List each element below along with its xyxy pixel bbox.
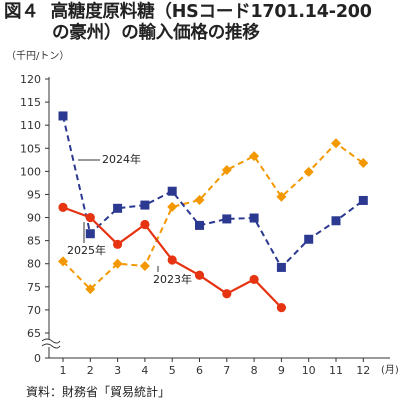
series-label-bg — [66, 243, 106, 257]
series-label-bg — [152, 272, 192, 286]
series-label-bg — [101, 152, 141, 166]
data-point-2023年 — [249, 151, 260, 162]
y-tick-label: 80 — [27, 258, 41, 271]
y-tick-label: 65 — [27, 327, 41, 340]
data-point-2024年 — [276, 262, 286, 272]
series-layer — [58, 111, 369, 313]
y-tick-label: 0 — [34, 352, 41, 365]
data-point-2025年 — [194, 270, 205, 280]
y-tick-label: 85 — [27, 235, 41, 248]
data-point-2023年 — [58, 256, 68, 267]
data-point-2025年 — [249, 274, 259, 285]
y-tick-label: 110 — [20, 119, 41, 132]
data-point-2023年 — [303, 166, 314, 177]
x-tick-label: 7 — [223, 364, 230, 377]
x-tick-label: 4 — [141, 364, 148, 377]
y-tick-label: 120 — [20, 73, 41, 86]
y-tick-label: 95 — [27, 188, 41, 201]
title-line1: 高糖度原料糖（HSコード1701.14-200 — [50, 2, 372, 22]
title-line2: の豪州）の輸入価格の推移 — [52, 23, 260, 43]
y-tick-label: 90 — [27, 212, 41, 225]
data-point-2025年 — [222, 289, 232, 299]
data-point-2025年 — [276, 303, 286, 313]
data-point-2024年 — [331, 216, 341, 226]
data-point-2024年 — [304, 234, 314, 244]
data-point-2024年 — [195, 220, 204, 230]
data-point-2023年 — [276, 191, 287, 202]
series-line-2024年 — [62, 115, 364, 269]
data-point-2023年 — [358, 158, 369, 169]
x-tick-label: 2 — [87, 364, 94, 377]
data-point-2024年 — [85, 229, 95, 239]
series-line-2023年 — [62, 142, 364, 291]
y-tick-label: 75 — [27, 281, 41, 294]
series-label-2024年: 2024年 — [102, 152, 141, 166]
data-point-2025年 — [58, 202, 68, 212]
chart-title: 図４ 高糖度原料糖（HSコード1701.14-200 — [4, 2, 372, 23]
data-point-2024年 — [222, 214, 232, 224]
data-point-2024年 — [167, 186, 177, 196]
data-point-2023年 — [85, 284, 96, 295]
y-tick-label: 115 — [20, 96, 41, 109]
x-tick-label: 9 — [278, 364, 285, 377]
x-tick-label: 3 — [114, 364, 121, 377]
x-tick-label: 12 — [356, 364, 370, 377]
series-labels: 2024年 2025年 2023年 — [66, 152, 192, 286]
data-point-2025年 — [167, 255, 177, 265]
data-point-2023年 — [112, 258, 123, 269]
axis-break-mark — [41, 343, 61, 349]
data-point-2024年 — [58, 111, 68, 121]
data-point-2024年 — [113, 203, 123, 213]
data-point-2023年 — [331, 138, 341, 149]
x-axis-unit: (月) — [381, 364, 399, 376]
x-tick-label: 8 — [251, 364, 258, 377]
y-axis-unit: （千円/トン） — [6, 50, 69, 62]
y-tick-label: 70 — [27, 304, 41, 317]
data-point-2024年 — [140, 200, 150, 210]
axis-break-mark — [41, 338, 61, 344]
y-tick-label: 105 — [20, 142, 41, 155]
data-point-2025年 — [140, 219, 150, 230]
source-note: 資料：財務省「貿易統計」 — [26, 385, 171, 399]
x-tick-label: 10 — [302, 364, 316, 377]
x-tick-label: 11 — [329, 364, 343, 377]
data-point-2023年 — [221, 164, 232, 175]
series-label-2025年: 2025年 — [67, 243, 106, 257]
data-point-2024年 — [358, 195, 368, 205]
x-tick-label: 1 — [60, 364, 67, 377]
x-tick-label: 6 — [196, 364, 203, 377]
data-point-2023年 — [167, 201, 178, 212]
series-label-2023年: 2023年 — [153, 272, 192, 286]
data-point-2024年 — [249, 213, 259, 223]
data-point-2023年 — [194, 194, 205, 205]
figure-label: 図４ — [4, 2, 39, 22]
y-tick-label: 100 — [20, 165, 41, 178]
x-tick-label: 5 — [169, 364, 176, 377]
data-point-2025年 — [113, 239, 123, 249]
data-point-2023年 — [139, 261, 150, 272]
data-point-2025年 — [85, 212, 95, 223]
